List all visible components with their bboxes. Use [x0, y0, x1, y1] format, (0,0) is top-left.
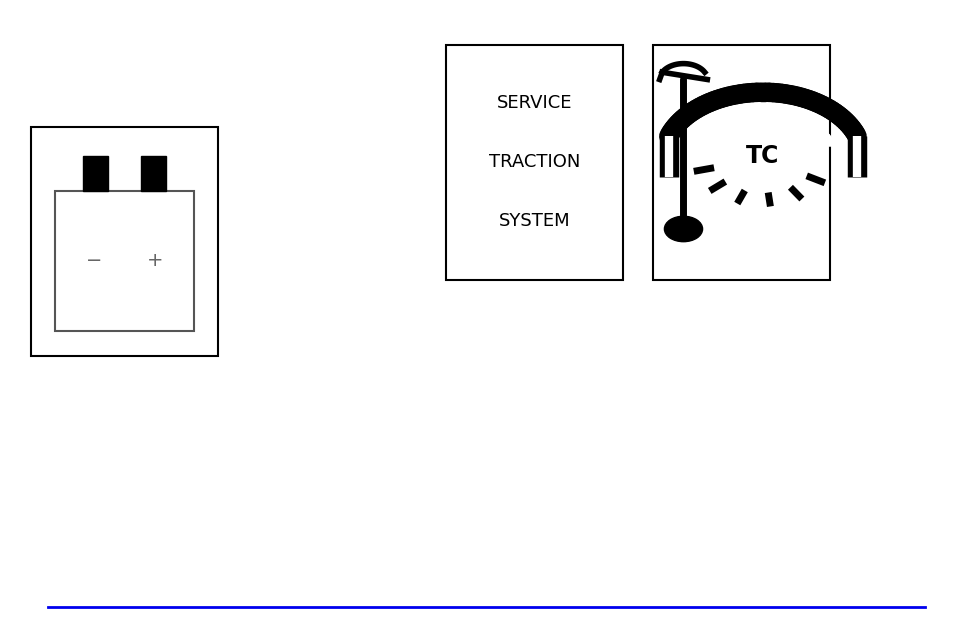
Text: TC: TC [745, 144, 779, 168]
Text: TRACTION: TRACTION [489, 153, 579, 171]
Text: +: + [147, 251, 163, 270]
Bar [141, 156, 166, 191]
Bar [83, 156, 108, 191]
Text: SERVICE: SERVICE [497, 94, 572, 113]
Text: SYSTEM: SYSTEM [498, 212, 570, 230]
Text: −: − [86, 251, 102, 270]
Circle shape [663, 216, 701, 242]
Bar [653, 45, 829, 280]
Bar [55, 191, 193, 331]
Bar [446, 45, 622, 280]
Bar [31, 127, 217, 356]
